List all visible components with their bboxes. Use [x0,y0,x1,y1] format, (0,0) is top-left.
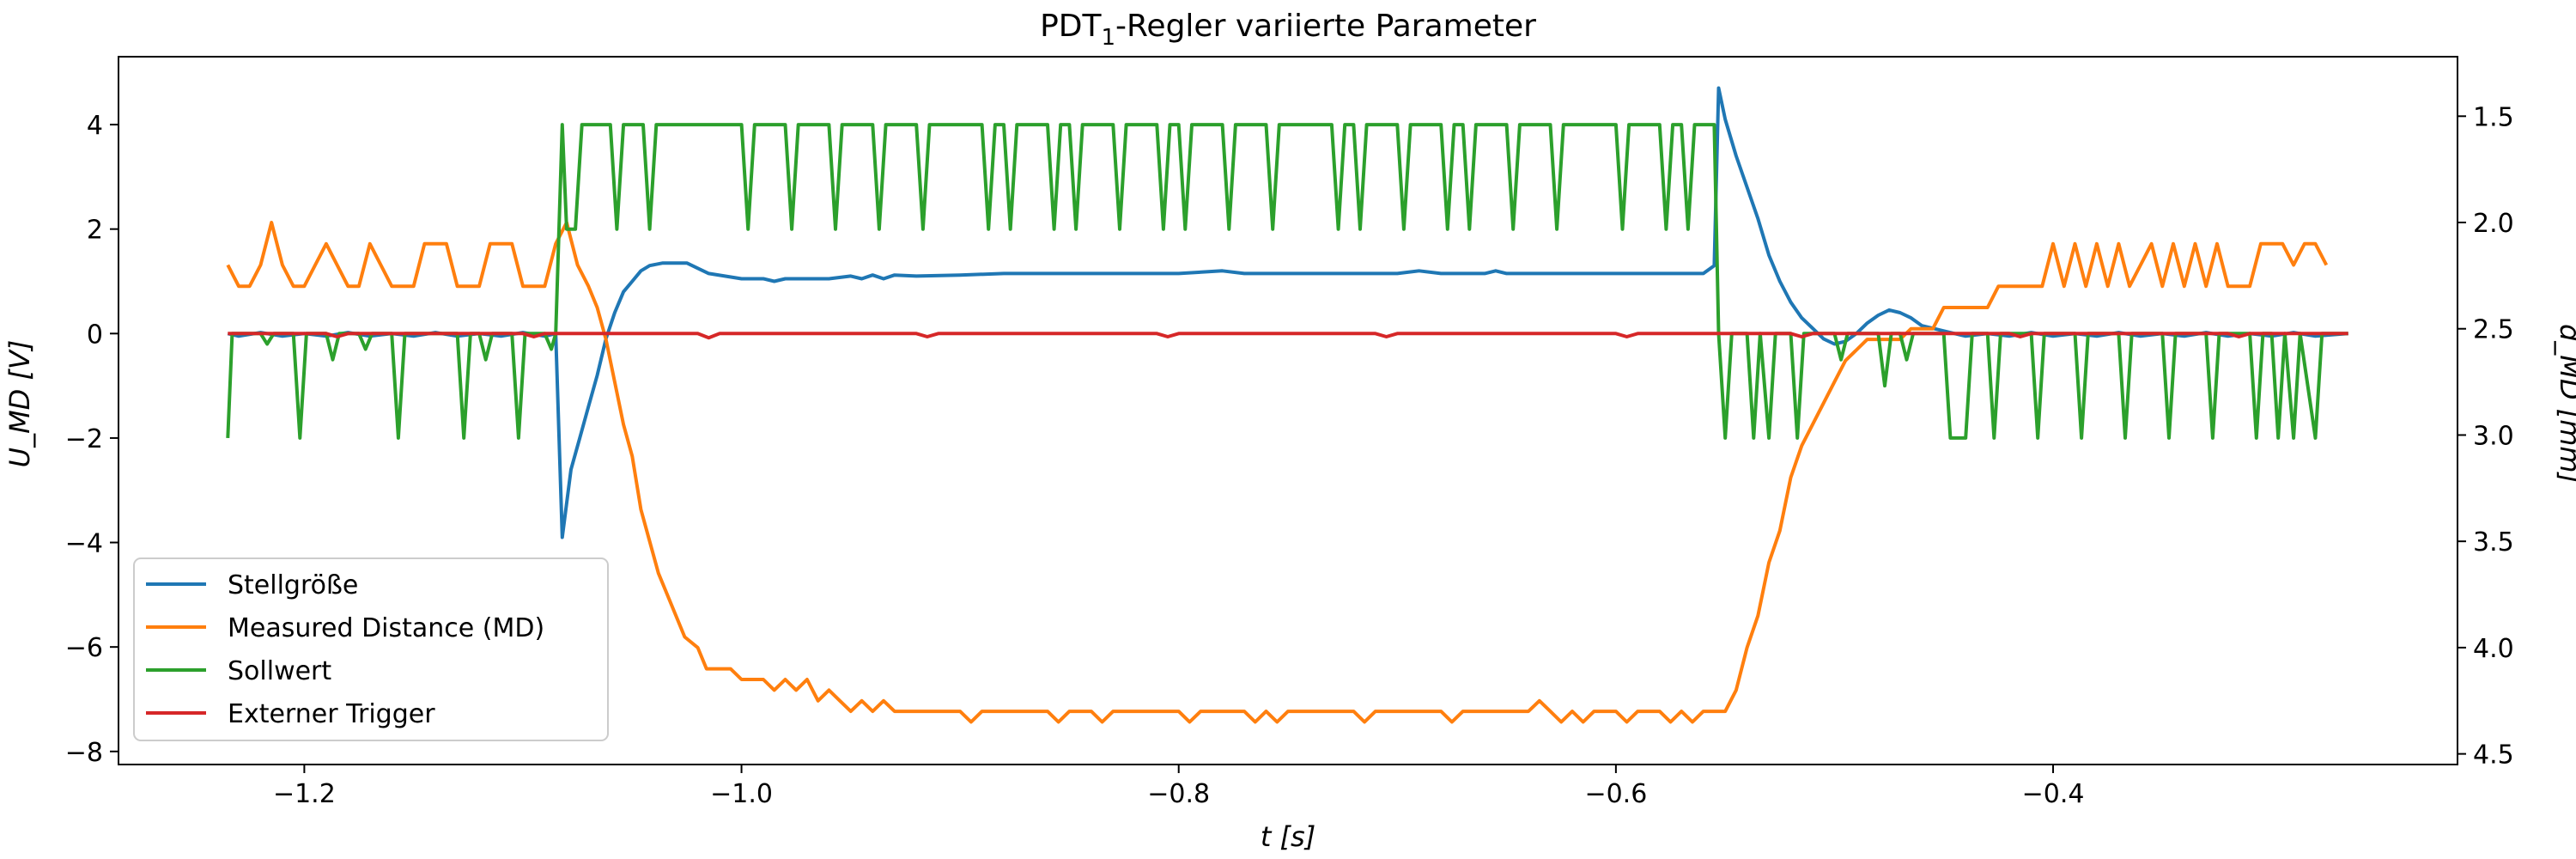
y-right-tick-label: 2.0 [2473,209,2514,239]
x-tick-label: −0.4 [2022,779,2085,809]
y-left-tick-label: 4 [87,111,103,141]
series-line-2 [226,123,2348,440]
y-axis-right-label: d_MD [mm] [2554,324,2576,484]
series-line-1 [226,221,2329,724]
x-tick-label: −0.8 [1147,779,1210,809]
legend-frame [133,557,609,741]
y-right-tick-label: 1.5 [2473,102,2514,132]
y-left-tick-label: −6 [65,633,103,663]
title-rest: -Regler variierte Parameter [1115,9,1536,44]
y-left-tick-label: 2 [87,216,103,246]
title-main: PDT [1040,9,1102,44]
series-line-3 [228,332,2348,340]
y-right-tick-label: 2.5 [2473,315,2514,345]
y-left-tick-label: 0 [87,320,103,350]
legend-label-stellgroesse: Stellgröße [228,570,358,600]
y-axis-left-label: U_MD [V] [3,340,36,468]
legend-label-sollwert: Sollwert [228,656,331,686]
x-tick-label: −1.2 [273,779,336,809]
legend: Stellgröße Measured Distance (MD) Sollwe… [133,557,609,741]
chart-title: PDT1-Regler variierte Parameter [1040,9,1536,51]
x-tick-label: −0.6 [1584,779,1647,809]
y-left-tick-label: −4 [65,529,103,559]
x-axis-label: t [s] [1261,820,1315,853]
series-line-0 [227,86,2348,539]
legend-label-externer-trigger: Externer Trigger [228,699,435,729]
y-right-tick-label: 4.5 [2473,740,2514,771]
axis-ticks: −1.2 −1.0 −0.8 −0.6 −0.4 4 2 0 −2 −4 −6 −8 1.5 2.0 2.5… [65,56,2514,809]
title-subscript: 1 [1101,25,1115,51]
y-right-tick-label: 4.0 [2473,634,2514,664]
y-left-tick-label: −2 [65,424,103,454]
plot-frame [118,56,2458,765]
y-right-tick-label: 3.0 [2473,421,2514,451]
x-tick-label: −1.0 [710,779,773,809]
legend-label-measured-distance: Measured Distance (MD) [228,613,544,643]
plot-area [226,86,2348,724]
y-right-tick-label: 3.5 [2473,527,2514,557]
y-left-tick-label: −8 [65,738,103,768]
